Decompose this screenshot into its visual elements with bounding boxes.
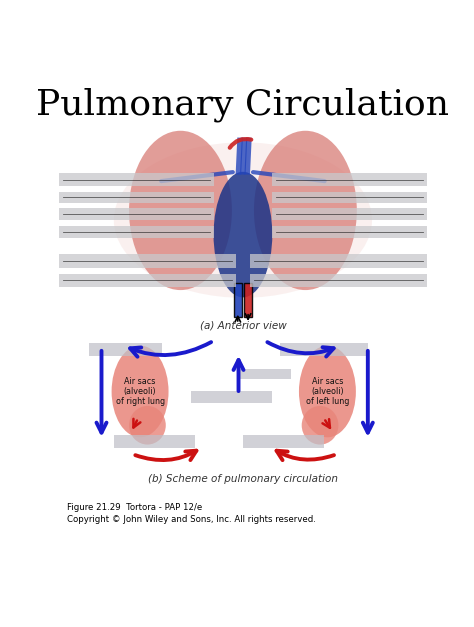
FancyBboxPatch shape	[59, 173, 213, 186]
Text: Air sacs
(alveoli)
of left lung: Air sacs (alveoli) of left lung	[306, 377, 349, 406]
FancyBboxPatch shape	[244, 283, 252, 317]
FancyBboxPatch shape	[59, 226, 213, 238]
FancyBboxPatch shape	[234, 283, 242, 317]
Ellipse shape	[111, 345, 169, 438]
FancyBboxPatch shape	[250, 274, 427, 287]
FancyBboxPatch shape	[89, 343, 162, 356]
FancyBboxPatch shape	[191, 391, 272, 403]
Ellipse shape	[301, 406, 338, 445]
Text: (a) Anterior view: (a) Anterior view	[200, 320, 286, 330]
Ellipse shape	[129, 406, 166, 445]
FancyBboxPatch shape	[272, 173, 427, 186]
FancyBboxPatch shape	[59, 254, 236, 268]
Ellipse shape	[254, 131, 357, 290]
FancyBboxPatch shape	[272, 209, 427, 220]
FancyBboxPatch shape	[272, 226, 427, 238]
Text: Pulmonary Circulation: Pulmonary Circulation	[36, 87, 449, 122]
FancyBboxPatch shape	[59, 192, 213, 203]
FancyBboxPatch shape	[239, 369, 291, 379]
FancyBboxPatch shape	[59, 274, 236, 287]
FancyBboxPatch shape	[59, 209, 213, 220]
Ellipse shape	[213, 172, 272, 297]
FancyBboxPatch shape	[114, 435, 195, 448]
FancyBboxPatch shape	[272, 192, 427, 203]
FancyBboxPatch shape	[280, 343, 368, 356]
Ellipse shape	[114, 142, 372, 298]
Text: Figure 21.29  Tortora - PAP 12/e
Copyright © John Wiley and Sons, Inc. All right: Figure 21.29 Tortora - PAP 12/e Copyrigh…	[66, 502, 316, 524]
FancyBboxPatch shape	[243, 435, 324, 448]
Ellipse shape	[129, 131, 232, 290]
Text: Air sacs
(alveoli)
of right lung: Air sacs (alveoli) of right lung	[116, 377, 164, 406]
Text: (b) Scheme of pulmonary circulation: (b) Scheme of pulmonary circulation	[148, 473, 338, 483]
FancyBboxPatch shape	[250, 254, 427, 268]
Ellipse shape	[299, 345, 356, 438]
